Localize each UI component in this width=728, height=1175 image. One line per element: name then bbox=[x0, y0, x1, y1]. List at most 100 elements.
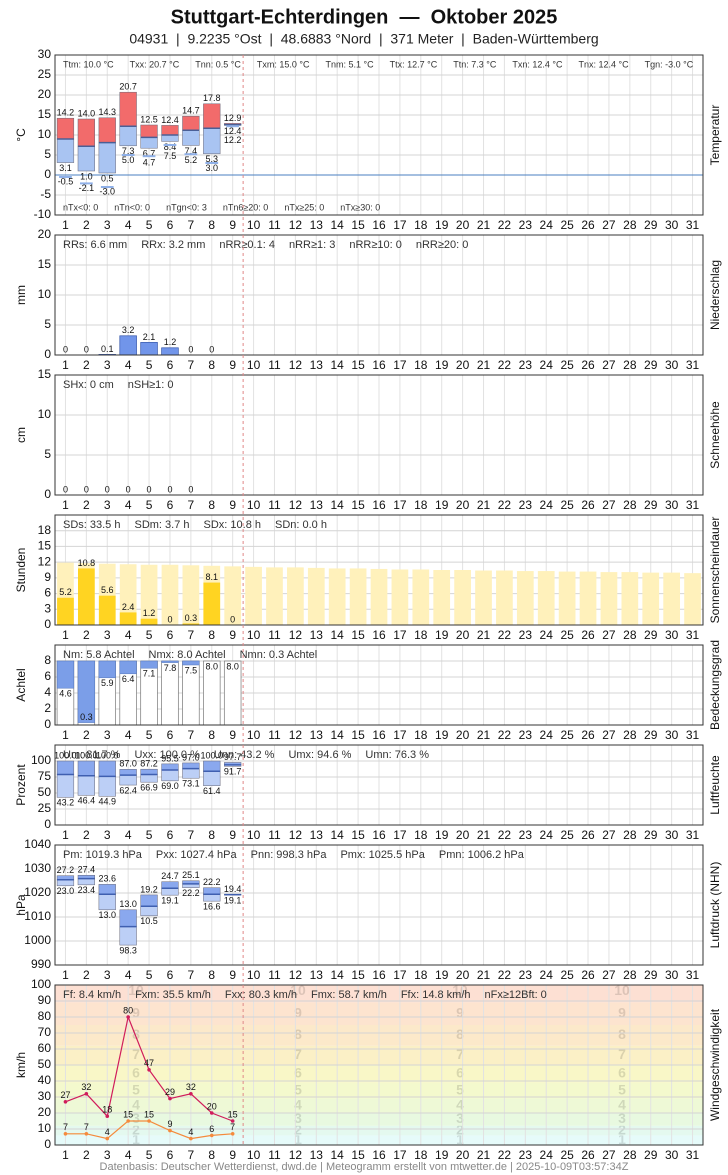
y-tick-label: 5 bbox=[44, 147, 51, 161]
value-label: 12.4 bbox=[161, 115, 179, 125]
side-label: Temperatur bbox=[708, 105, 722, 166]
annotation: Fxx: 80.3 km/h bbox=[225, 989, 297, 1001]
x-tick-label: 4 bbox=[125, 358, 132, 372]
annotation: SDx: 10.8 h bbox=[204, 519, 261, 531]
x-tick-label: 7 bbox=[188, 828, 195, 842]
x-tick-label: 18 bbox=[414, 968, 428, 982]
x-tick-label: 13 bbox=[310, 218, 324, 232]
x-tick-label: 17 bbox=[393, 728, 407, 742]
y-tick-label: 5 bbox=[44, 317, 51, 331]
x-tick-label: 24 bbox=[540, 358, 554, 372]
value-label: 32 bbox=[81, 1082, 91, 1092]
x-tick-label: 2 bbox=[83, 628, 90, 642]
beaufort-label: 3 bbox=[456, 1110, 464, 1126]
value-label: 23.4 bbox=[78, 885, 96, 895]
x-tick-label: 26 bbox=[581, 728, 595, 742]
x-tick-label: 15 bbox=[351, 728, 365, 742]
x-tick-label: 9 bbox=[229, 498, 236, 512]
annotation: nSH≥1: 0 bbox=[128, 379, 174, 391]
x-tick-label: 7 bbox=[188, 498, 195, 512]
x-tick-label: 31 bbox=[686, 1148, 700, 1162]
x-tick-label: 5 bbox=[146, 498, 153, 512]
x-tick-label: 16 bbox=[372, 828, 386, 842]
x-tick-label: 29 bbox=[644, 498, 658, 512]
annotation: Pnn: 998.3 hPa bbox=[251, 849, 328, 861]
x-tick-label: 17 bbox=[393, 1148, 407, 1162]
beaufort-label: 3 bbox=[132, 1110, 140, 1126]
value-label: 7.5 bbox=[185, 665, 198, 675]
x-tick-label: 5 bbox=[146, 628, 153, 642]
y-tick-label: 90 bbox=[38, 993, 52, 1007]
value-label: 5.0 bbox=[122, 155, 135, 165]
value-label: 4.6 bbox=[59, 689, 72, 699]
x-tick-label: 9 bbox=[229, 628, 236, 642]
bar bbox=[287, 567, 304, 625]
range-lower bbox=[119, 125, 137, 147]
value-label: 8.0 bbox=[206, 661, 219, 671]
y-tick-label: 9 bbox=[44, 570, 51, 584]
x-tick-label: 8 bbox=[208, 498, 215, 512]
annotation: SDm: 3.7 h bbox=[134, 519, 189, 531]
x-tick-label: 11 bbox=[268, 1148, 281, 1162]
x-tick-label: 4 bbox=[125, 728, 132, 742]
y-tick-label: 15 bbox=[38, 367, 52, 381]
beaufort-label: 7 bbox=[294, 1046, 302, 1062]
y-tick-label: 4 bbox=[44, 685, 51, 699]
value-label: 91.7 bbox=[224, 767, 242, 777]
y-axis-label: °C bbox=[14, 128, 28, 142]
value-label: 13.0 bbox=[98, 910, 116, 920]
x-tick-label: 15 bbox=[351, 628, 365, 642]
range-lower bbox=[140, 774, 158, 783]
y-tick-label: -5 bbox=[40, 187, 51, 201]
plot-frame bbox=[54, 374, 704, 496]
bar bbox=[537, 571, 555, 625]
x-tick-label: 17 bbox=[393, 498, 407, 512]
beaufort-label: 7 bbox=[618, 1046, 626, 1062]
point bbox=[63, 1100, 68, 1104]
y-tick-label: 990 bbox=[31, 957, 51, 971]
x-tick-label: 9 bbox=[229, 1148, 236, 1162]
y-tick-label: 20 bbox=[38, 87, 52, 101]
value-label: 7.5 bbox=[164, 151, 177, 161]
x-tick-label: 3 bbox=[104, 968, 111, 982]
range-upper bbox=[140, 768, 158, 775]
y-tick-label: 20 bbox=[38, 1105, 52, 1119]
x-tick-label: 11 bbox=[268, 728, 281, 742]
annotation: Tnn: 0.5 °C bbox=[195, 59, 241, 69]
x-tick-label: 7 bbox=[188, 1148, 195, 1162]
value-label: 27.2 bbox=[57, 865, 75, 875]
x-tick-label: 27 bbox=[602, 828, 616, 842]
y-tick-label: 0 bbox=[44, 487, 51, 501]
value-label: 4.7 bbox=[143, 158, 156, 168]
x-tick-label: 30 bbox=[665, 968, 679, 982]
x-tick-label: 15 bbox=[351, 828, 365, 842]
x-tick-label: 12 bbox=[289, 358, 303, 372]
x-tick-label: 18 bbox=[414, 1148, 428, 1162]
x-tick-label: 19 bbox=[435, 358, 449, 372]
x-tick-label: 17 bbox=[393, 828, 407, 842]
annotation: nTx≥30: 0 bbox=[340, 202, 380, 212]
y-tick-label: 3 bbox=[44, 601, 51, 615]
y-tick-label: 75 bbox=[38, 769, 52, 783]
y-tick-label: 100 bbox=[31, 753, 51, 767]
x-tick-label: 16 bbox=[372, 218, 386, 232]
value-label: 8.0 bbox=[226, 661, 239, 671]
y-tick-label: 1010 bbox=[24, 909, 51, 923]
x-tick-label: 18 bbox=[414, 628, 428, 642]
x-tick-label: 3 bbox=[104, 628, 111, 642]
beaufort-label: 4 bbox=[294, 1097, 302, 1113]
x-tick-label: 19 bbox=[435, 498, 449, 512]
value-label: 0 bbox=[63, 484, 68, 494]
x-tick-label: 31 bbox=[686, 628, 700, 642]
x-tick-label: 4 bbox=[125, 498, 132, 512]
x-tick-label: 6 bbox=[167, 728, 174, 742]
annotation: SDn: 0.0 h bbox=[275, 519, 327, 531]
range-upper bbox=[119, 909, 137, 927]
value-label: 7 bbox=[230, 1122, 235, 1132]
beaufort-label: 7 bbox=[132, 1046, 140, 1062]
beaufort-label: 1 bbox=[294, 1131, 302, 1147]
value-label: 100.0 bbox=[75, 750, 98, 760]
x-tick-label: 31 bbox=[686, 498, 700, 512]
value-label: 5.3 bbox=[206, 154, 219, 164]
